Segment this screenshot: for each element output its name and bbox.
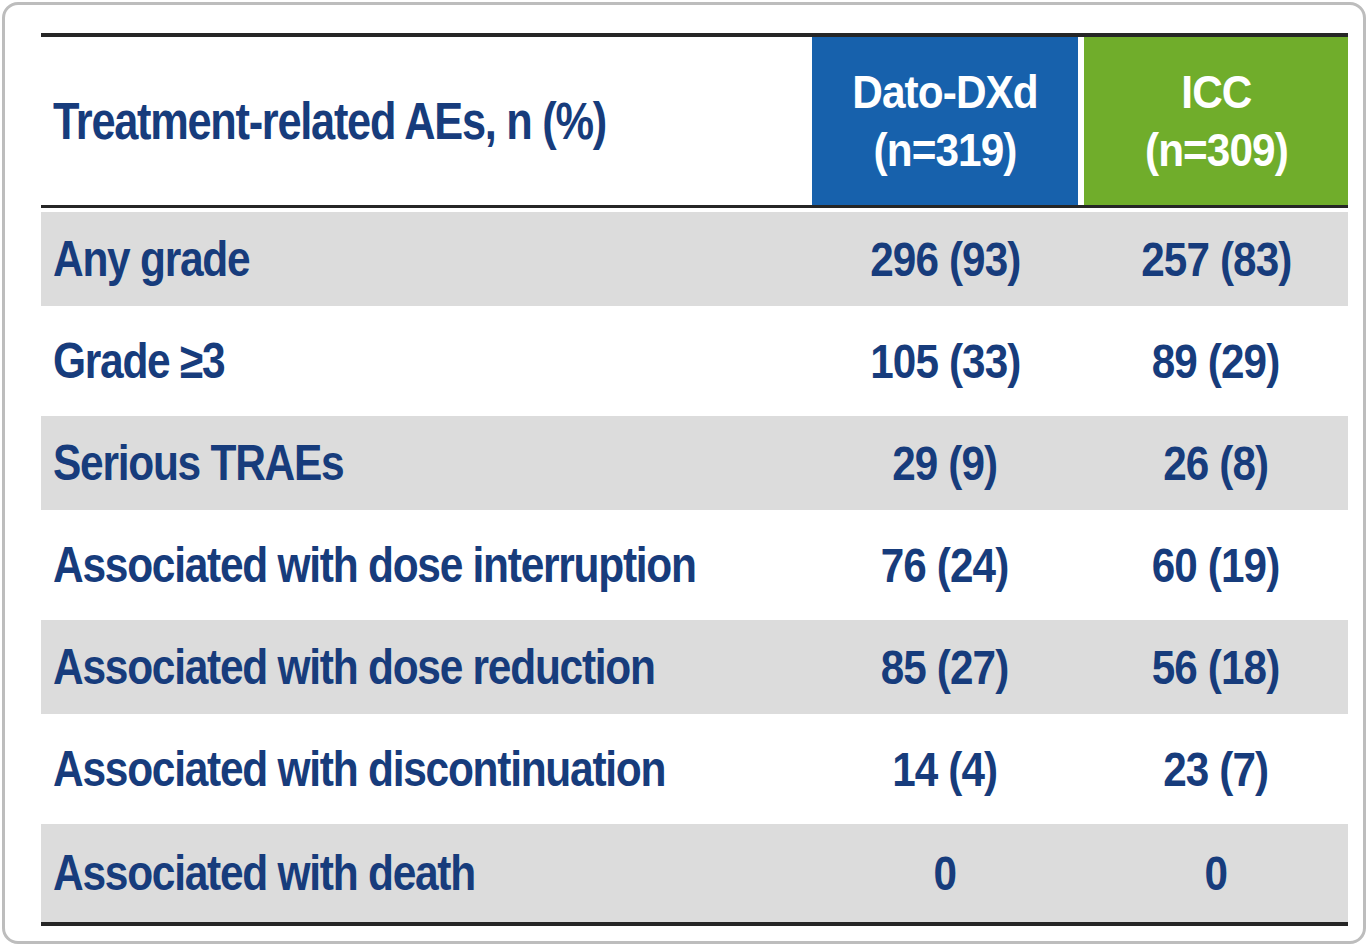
dato-value-cell: 105 (33) <box>812 310 1078 412</box>
row-label: Serious TRAEs <box>41 416 812 510</box>
row-label-text: Associated with dose interruption <box>53 536 696 594</box>
dato-value-cell: 296 (93) <box>812 212 1078 306</box>
dato-value-cell: 85 (27) <box>812 620 1078 714</box>
row-label-text: Associated with death <box>53 844 475 902</box>
icc-value-cell: 257 (83) <box>1084 212 1348 306</box>
dato-value-cell: 29 (9) <box>812 416 1078 510</box>
table-row-dose-interruption: Associated with dose interruption 76 (24… <box>41 514 1348 616</box>
table-row-death: Associated with death 0 0 <box>41 820 1348 922</box>
row-label: Associated with dose reduction <box>41 620 812 714</box>
icc-n: (n=309) <box>1144 121 1287 179</box>
row-label: Associated with death <box>41 824 812 922</box>
dato-value-cell: 76 (24) <box>812 514 1078 616</box>
icc-value-cell: 89 (29) <box>1084 310 1348 412</box>
table-row-discontinuation: Associated with discontinuation 14 (4) 2… <box>41 718 1348 820</box>
row-label: Associated with discontinuation <box>41 718 812 820</box>
table-row-grade-ge3: Grade ≥3 105 (33) 89 (29) <box>41 310 1348 412</box>
dato-value-cell: 14 (4) <box>812 718 1078 820</box>
dato-value: 296 (93) <box>870 232 1020 287</box>
row-label-text: Associated with dose reduction <box>53 638 655 696</box>
dato-value: 85 (27) <box>881 640 1009 695</box>
icc-column-header: ICC (n=309) <box>1144 63 1287 180</box>
header-cell-dato-dxd: Dato-DXd (n=319) <box>812 37 1078 205</box>
icc-name: ICC <box>1144 63 1287 121</box>
table-row-dose-reduction: Associated with dose reduction 85 (27) 5… <box>41 616 1348 718</box>
icc-value-cell: 23 (7) <box>1084 718 1348 820</box>
dato-value: 14 (4) <box>892 742 997 797</box>
dato-value: 29 (9) <box>892 436 997 491</box>
treatment-related-aes-table: Treatment-related AEs, n (%) Dato-DXd (n… <box>41 33 1348 926</box>
header-cell-icc: ICC (n=309) <box>1084 37 1348 205</box>
icc-value: 60 (19) <box>1152 538 1280 593</box>
icc-value: 89 (29) <box>1152 334 1280 389</box>
icc-value: 0 <box>1205 846 1228 901</box>
dato-value: 76 (24) <box>881 538 1009 593</box>
icc-value: 26 (8) <box>1163 436 1268 491</box>
icc-value: 56 (18) <box>1152 640 1280 695</box>
table-row-serious-traes: Serious TRAEs 29 (9) 26 (8) <box>41 412 1348 514</box>
dato-dxd-n: (n=319) <box>852 121 1037 179</box>
row-label: Grade ≥3 <box>41 310 812 412</box>
table-row-any-grade: Any grade 296 (93) 257 (83) <box>41 208 1348 310</box>
row-label-text: Serious TRAEs <box>53 434 343 492</box>
icc-value: 23 (7) <box>1163 742 1268 797</box>
table-header-row: Treatment-related AEs, n (%) Dato-DXd (n… <box>41 37 1348 208</box>
dato-value: 0 <box>934 846 957 901</box>
row-label-text: Associated with discontinuation <box>53 740 665 798</box>
dato-dxd-column-header: Dato-DXd (n=319) <box>852 63 1037 180</box>
dato-dxd-name: Dato-DXd <box>852 63 1037 121</box>
row-label: Associated with dose interruption <box>41 514 812 616</box>
row-label-text: Any grade <box>53 230 249 288</box>
row-label: Any grade <box>41 212 812 306</box>
dato-value: 105 (33) <box>870 334 1020 389</box>
table-title: Treatment-related AEs, n (%) <box>53 92 606 151</box>
row-label-text: Grade ≥3 <box>53 332 224 390</box>
icc-value-cell: 0 <box>1084 824 1348 922</box>
icc-value: 257 (83) <box>1141 232 1291 287</box>
icc-value-cell: 26 (8) <box>1084 416 1348 510</box>
icc-value-cell: 56 (18) <box>1084 620 1348 714</box>
icc-value-cell: 60 (19) <box>1084 514 1348 616</box>
dato-value-cell: 0 <box>812 824 1078 922</box>
header-cell-row-label: Treatment-related AEs, n (%) <box>41 37 812 205</box>
